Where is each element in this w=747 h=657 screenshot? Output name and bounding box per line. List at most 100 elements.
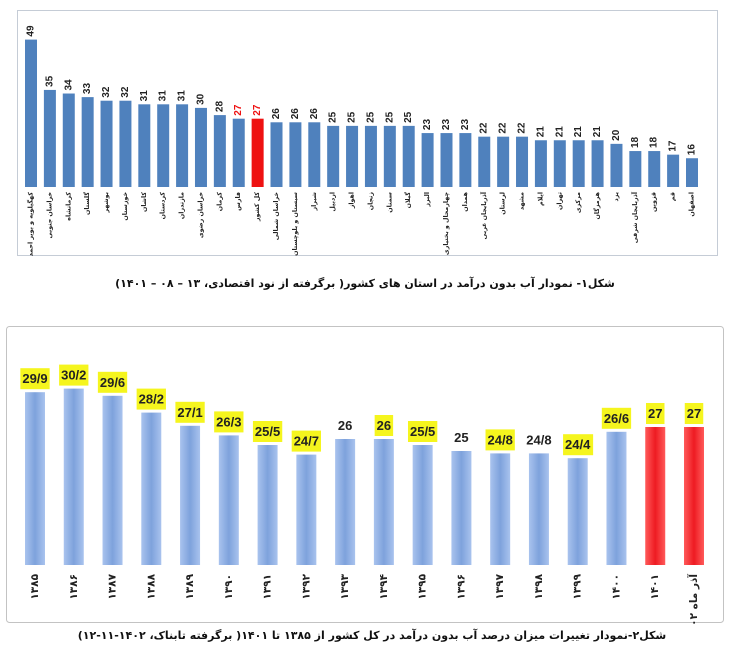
fig2-value-label-highlight <box>59 364 89 386</box>
fig2-value-label-highlight <box>601 407 632 429</box>
fig1-category-label: سیستان و بلوچستان <box>292 192 299 256</box>
fig1-category-label: خوزستان <box>122 192 129 221</box>
fig1-value-label: 35 <box>44 75 55 87</box>
fig1-value-label: 25 <box>347 111 358 123</box>
fig1-category-label: چهارمحال و بختیاری <box>443 192 450 255</box>
fig2-value-label-highlight <box>20 368 50 390</box>
fig1-category-label: همدان <box>462 192 469 212</box>
fig2-category-label: ۱۳۹۱ <box>262 574 274 600</box>
fig1-value-label: 22 <box>498 122 509 134</box>
fig2-category-label: ۱۴۰۰ <box>610 574 622 600</box>
fig1-bar <box>478 136 491 187</box>
fig1-value-label: 33 <box>82 83 93 95</box>
fig2-value-label-highlight <box>214 411 244 433</box>
fig1-bar <box>81 97 94 187</box>
fig2-bar <box>296 454 317 565</box>
fig2-bar <box>335 439 356 565</box>
fig2-bar <box>528 453 549 565</box>
fig2-category-label: ۱۴۰۱ <box>649 574 661 600</box>
fig1-category-label: البرز <box>424 192 431 208</box>
fig1-category-label: زنجان <box>367 192 374 211</box>
fig2-category-label: ۱۳۹۹ <box>572 573 584 599</box>
fig1-category-label: تهران <box>556 192 563 210</box>
fig1-value-label: 27 <box>252 104 263 116</box>
fig1-value-label: 26 <box>290 108 301 120</box>
fig1-value-label: 31 <box>139 90 150 102</box>
fig1-bar <box>591 140 604 187</box>
fig2-bar <box>490 453 511 565</box>
fig1-category-label: قم <box>670 192 677 201</box>
fig1-bar <box>667 154 680 187</box>
fig1-bar <box>194 107 207 187</box>
fig1-category-label: سمنان <box>386 192 393 213</box>
fig2-value-label-highlight <box>646 403 665 424</box>
fig1-value-label: 32 <box>101 86 112 98</box>
fig1-category-label: ایلام <box>537 192 544 206</box>
fig2-bar <box>606 431 627 565</box>
fig2-value-label: 25/5 <box>255 424 280 439</box>
fig2-value-label: 24/7 <box>294 434 319 449</box>
fig1-bar <box>516 136 529 187</box>
fig2-category-label: ۱۳۹۳ <box>339 573 351 599</box>
fig1-value-label: 25 <box>365 111 376 123</box>
fig2-value-label-highlight <box>97 371 128 393</box>
fig1-bar <box>100 100 113 187</box>
fig1-value-label: 31 <box>177 90 188 102</box>
fig1-value-label: 16 <box>687 144 698 156</box>
figure1-plot-area: 49 کهگیلویه و بویر احمد 35 خراسان جنوبی 34 کر… <box>25 25 698 256</box>
fig2-value-label-highlight <box>252 421 283 442</box>
fig1-value-label: 21 <box>592 126 603 138</box>
fig1-bar <box>43 89 56 187</box>
fig1-category-label: گیلان <box>404 192 412 209</box>
fig2-value-label-highlight <box>175 401 205 423</box>
fig1-value-label: 21 <box>535 126 546 138</box>
fig1-category-label: کردستان <box>160 192 167 220</box>
fig1-bar <box>119 100 132 187</box>
fig2-category-label: ۱۳۹۶ <box>455 574 467 600</box>
fig1-bar <box>553 140 566 187</box>
fig1-category-label: هرمزگان <box>593 192 601 220</box>
fig1-value-label: 22 <box>517 122 528 134</box>
fig1-bar <box>25 39 37 187</box>
fig1-category-label: شیراز <box>311 192 318 211</box>
fig2-bar <box>63 388 84 565</box>
fig1-bar <box>213 115 226 187</box>
fig2-value-label-highlight <box>684 403 704 424</box>
fig1-category-label: اصفهان <box>689 192 696 217</box>
fig1-category-label: کرمانشاه <box>65 192 72 221</box>
fig2-value-label: 29/6 <box>100 375 125 390</box>
fig2-bar <box>257 445 278 565</box>
fig1-category-label: کاشان <box>141 192 148 212</box>
fig2-bar-highlighted <box>684 427 704 565</box>
figure1-caption: شکل۱- نمودار آب بدون درآمد در استان های … <box>115 277 615 290</box>
fig2-bar-highlighted <box>645 427 666 565</box>
fig1-category-label: لرستان <box>500 192 507 215</box>
fig2-value-label: 26/3 <box>216 414 241 429</box>
fig2-category-label: ۱۳۹۵ <box>417 573 429 599</box>
figure2-caption: شکل۲-نمودار تغییرات میزان درصد آب بدون د… <box>77 629 667 642</box>
fig2-value-label: 24/8 <box>488 432 513 447</box>
fig1-bar <box>327 125 340 187</box>
fig1-category-label: گلستان <box>83 192 91 215</box>
fig1-bar <box>534 140 547 187</box>
fig1-category-label: خراسان رضوی <box>197 192 204 238</box>
fig1-value-label: 18 <box>630 136 641 148</box>
fig1-category-label: اهواز <box>349 192 356 209</box>
fig2-value-label: 27 <box>648 406 662 421</box>
fig1-bar <box>176 104 189 187</box>
fig1-value-label: 25 <box>384 111 395 123</box>
fig2-bar <box>25 392 45 565</box>
fig1-bar <box>648 151 661 187</box>
fig1-value-label: 49 <box>26 25 37 37</box>
fig2-category-label: ۱۳۸۵ <box>29 573 41 599</box>
fig1-category-label: کهگیلویه و بویر احمد <box>27 192 35 257</box>
fig2-value-label: 24/4 <box>565 437 591 452</box>
fig1-category-label: کرمان <box>216 192 223 212</box>
fig1-value-label: 26 <box>309 108 320 120</box>
fig2-value-label: 26 <box>338 418 352 433</box>
fig1-bar <box>629 151 642 187</box>
fig1-category-label: مازندران <box>179 192 186 219</box>
fig1-category-label: اردبیل <box>330 192 337 212</box>
fig1-bar <box>157 104 170 187</box>
